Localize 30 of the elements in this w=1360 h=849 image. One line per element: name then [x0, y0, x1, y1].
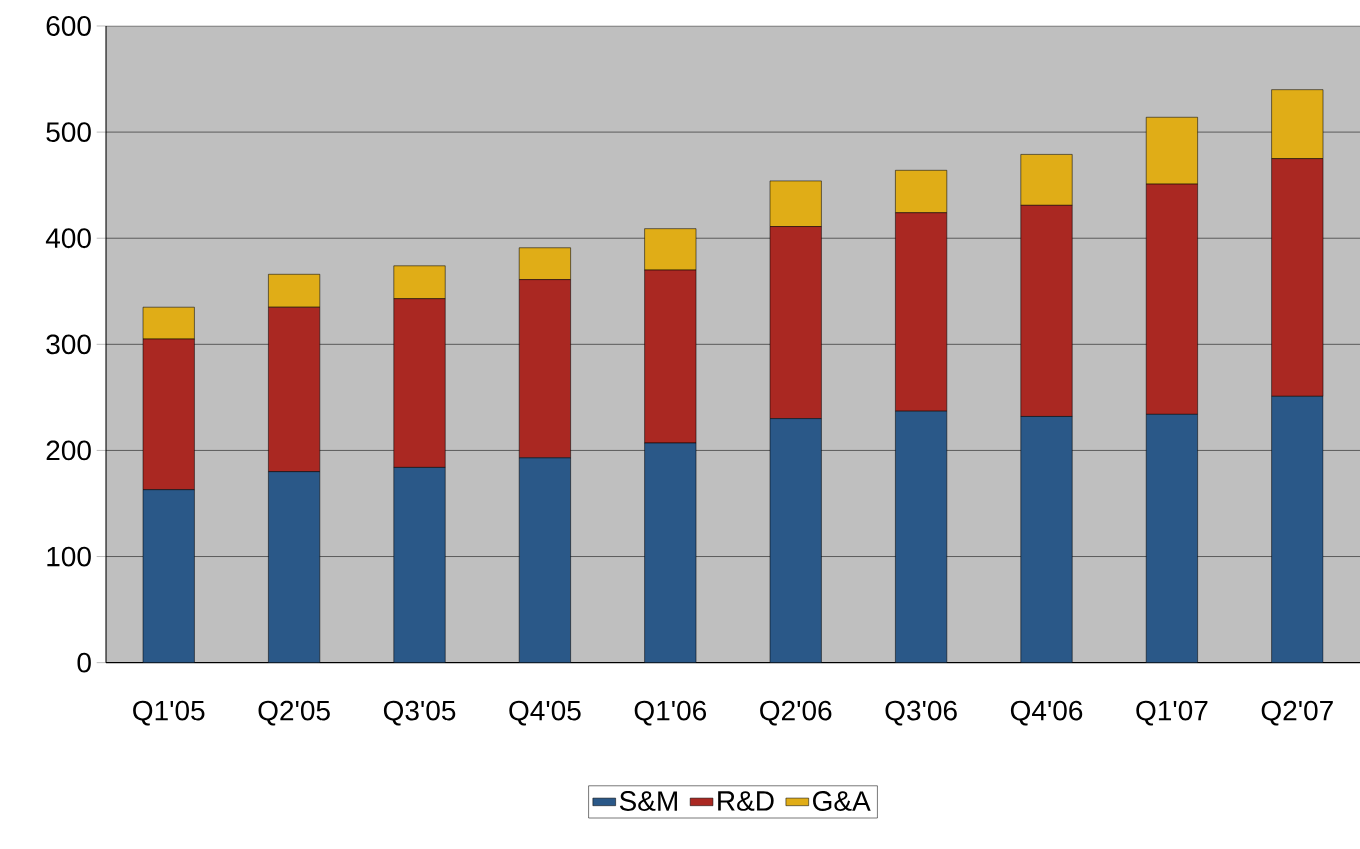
- bar: [1145, 414, 1198, 663]
- bar: [142, 489, 195, 663]
- bar: [769, 418, 822, 663]
- bar: [1020, 416, 1073, 663]
- y-tick-label: 600: [46, 16, 91, 36]
- x-tick-label: Q2'05: [258, 700, 330, 726]
- y-tick-label: 100: [47, 546, 91, 567]
- x-tick-label: Q1'05: [133, 700, 205, 726]
- bar: [644, 442, 697, 663]
- bar: [393, 467, 446, 663]
- y-tick-label: 300: [46, 334, 91, 355]
- legend-label: R&D: [718, 791, 774, 811]
- y-tick-label: 200: [46, 440, 91, 461]
- bar: [1271, 396, 1324, 663]
- x-tick-label: Q3'06: [885, 700, 957, 726]
- x-tick-label: Q4'06: [1010, 700, 1083, 726]
- y-tick-label: 400: [45, 228, 91, 249]
- bar: [518, 457, 571, 663]
- bar: [268, 471, 321, 663]
- x-tick-label: Q2'07: [1261, 700, 1333, 726]
- legend-label: S&M: [619, 791, 677, 811]
- bar: [895, 410, 948, 663]
- x-tick-label: Q1'07: [1136, 700, 1208, 726]
- x-tick-label: Q1'06: [634, 700, 706, 726]
- y-tick-label: 500: [46, 122, 91, 143]
- legend-label: G&A: [813, 791, 871, 811]
- x-tick-label: Q3'05: [383, 700, 456, 726]
- x-tick-label: Q2'06: [760, 700, 832, 726]
- y-tick-label: 0: [77, 652, 91, 673]
- x-tick-label: Q4'05: [509, 700, 581, 726]
